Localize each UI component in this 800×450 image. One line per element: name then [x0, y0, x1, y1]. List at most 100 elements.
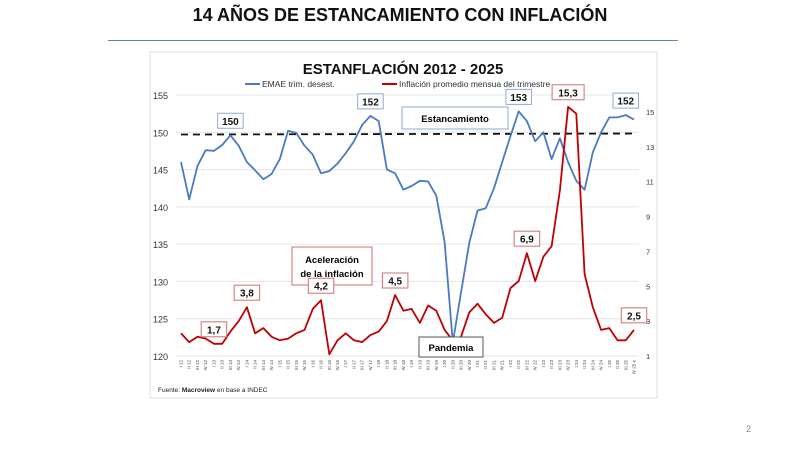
data-label: 1,7 [200, 321, 228, 338]
data-label-box [620, 307, 648, 324]
x-tick-label: III 18 [393, 360, 398, 371]
x-tick-label: IV 25 e [632, 360, 637, 375]
x-tick-label: I 22 [508, 360, 513, 368]
x-tick-label: IV 14 [269, 360, 274, 371]
data-label-text: 1,7 [207, 325, 221, 336]
data-label-text: 152 [362, 97, 379, 108]
data-label: 4,2 [307, 277, 335, 294]
source-suffix: en base a INDEC [215, 387, 268, 394]
x-tick-label: II 15 [286, 360, 291, 369]
left-axis-tick-label: 150 [153, 128, 168, 138]
data-label-text: 150 [222, 117, 239, 128]
x-tick-label: IV 12 [203, 360, 208, 371]
data-label: 153 [505, 88, 532, 105]
x-tick-label: II 22 [516, 360, 521, 369]
x-tick-label: II 19 [417, 360, 422, 369]
right-axis-tick-label: 11 [646, 178, 654, 187]
x-tick-label: I 16 [310, 360, 315, 368]
annotation-acceleration: Aceleración de la inflación [291, 246, 373, 286]
data-label: 6,9 [513, 230, 541, 247]
x-tick-label: I 13 [211, 360, 216, 368]
annotation-pandemic-text: Pandemia [429, 343, 475, 354]
x-tick-label: III 17 [360, 360, 365, 371]
x-tick-label: III 23 [557, 360, 562, 371]
right-axis-tick-label: 7 [646, 247, 650, 256]
x-tick-label: I 24 [574, 360, 579, 368]
slide-title: 14 AÑOS DE ESTANCAMIENTO CON INFLACIÓN [192, 5, 608, 25]
data-label-box [612, 92, 640, 109]
right-axis-tick-label: 13 [646, 143, 654, 152]
chart-title: ESTANFLACIÓN 2012 - 2025 [303, 60, 504, 78]
x-tick-label: II 18 [384, 360, 389, 369]
x-tick-label: III 13 [228, 360, 233, 371]
data-label-box [200, 321, 228, 338]
data-label-text: 152 [617, 97, 634, 108]
x-tick-label: I 15 [277, 360, 282, 368]
left-axis-tick-label: 140 [153, 203, 168, 213]
data-label-text: 15,3 [558, 88, 578, 99]
x-tick-label: II 12 [187, 360, 192, 369]
x-tick-label: III 21 [491, 360, 496, 371]
x-tick-label: IV 24 [599, 360, 604, 371]
x-tick-label: III 14 [261, 360, 266, 371]
data-label: 15,3 [551, 84, 585, 101]
x-tick-label: IV 15 [302, 360, 307, 371]
data-label: 152 [357, 93, 384, 110]
left-axis-tick-label: 155 [153, 91, 168, 101]
x-tick-label: IV 17 [368, 360, 373, 371]
legend: EMAE trim. desest. Inflación promedio me… [245, 79, 550, 89]
left-axis-tick-label: 120 [153, 352, 168, 362]
annotation-stagnation-text: Estancamiento [421, 114, 489, 125]
x-tick-label: III 12 [195, 360, 200, 371]
x-tick-label: III 19 [426, 360, 431, 371]
x-tick-label: II 14 [253, 360, 258, 369]
x-tick-label: I 18 [376, 360, 381, 368]
legend-label-inflation: Inflación promedio mensua del trimestre [399, 79, 550, 89]
x-tick-label: I 14 [244, 360, 249, 368]
right-axis-tick-label: 1 [646, 352, 650, 361]
data-label: 152 [612, 92, 640, 109]
chart-frame [149, 51, 658, 399]
x-tick-label: III 15 [294, 360, 299, 371]
data-label-box [307, 277, 335, 294]
x-tick-label: I 19 [409, 360, 414, 368]
data-label-text: 4,5 [388, 277, 402, 288]
annotation-stagnation: Estancamiento [401, 106, 509, 130]
data-label-box [505, 88, 532, 105]
x-tick-label: II 25 [615, 360, 620, 369]
x-tick-label: II 13 [220, 360, 225, 369]
x-tick-label: III 20 [459, 360, 464, 371]
data-label: 150 [217, 112, 244, 129]
x-tick-label: III 24 [590, 360, 595, 371]
x-tick-label: III 16 [327, 360, 332, 371]
x-tick-label: III 25 [623, 360, 628, 371]
data-label: 4,5 [381, 272, 409, 289]
right-axis-tick-label: 5 [646, 282, 650, 291]
x-tick-label: I 20 [442, 360, 447, 368]
inflation-line [180, 105, 635, 356]
stagnation-reference-line [180, 132, 635, 136]
annotation-pandemic: Pandemia [418, 336, 484, 358]
data-label: 2,5 [620, 307, 648, 324]
x-tick-label: II 24 [582, 360, 587, 369]
x-tick-label: I 23 [541, 360, 546, 368]
left-axis-tick-label: 125 [153, 315, 168, 325]
x-tick-label: IV 22 [533, 360, 538, 371]
x-tick-label: II 17 [351, 360, 356, 369]
right-axis-tick-label: 9 [646, 213, 650, 222]
left-axis-tick-label: 135 [153, 240, 168, 250]
source-prefix: Fuente: [158, 387, 182, 394]
x-tick-label: II 21 [483, 360, 488, 369]
source-brand: Macroview [182, 387, 216, 394]
right-axis-tick-label: 15 [646, 108, 654, 117]
x-tick-label: I 12 [179, 360, 184, 368]
page-number: 2 [746, 424, 752, 434]
x-tick-label: II 16 [319, 360, 324, 369]
data-label-text: 4,2 [314, 282, 328, 293]
x-tick-label: IV 18 [401, 360, 406, 371]
x-tick-label: IV 21 [500, 360, 505, 371]
source-note: Fuente: Macroview en base a INDEC [158, 387, 268, 394]
x-tick-label: I 21 [475, 360, 480, 368]
x-tick-label: IV 13 [236, 360, 241, 371]
